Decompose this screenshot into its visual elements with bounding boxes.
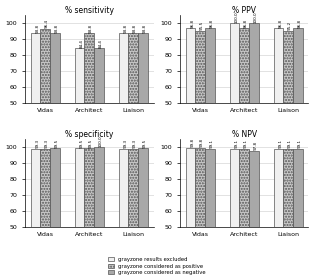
Text: 93.8: 93.8 [143,23,147,33]
Bar [205,149,214,279]
Bar [94,48,104,183]
Bar [293,149,303,279]
Bar [273,28,283,183]
Text: 99.5: 99.5 [79,138,84,148]
Text: 95.5: 95.5 [200,21,204,30]
Text: 96.8: 96.8 [210,19,214,28]
Bar [205,28,214,183]
Legend: grayzone results excluded, grayzone considered as positive, grayzone considered : grayzone results excluded, grayzone cons… [107,256,207,276]
Text: 99.1: 99.1 [210,139,214,148]
Text: 84.4: 84.4 [99,39,103,48]
Text: 93.8: 93.8 [89,23,93,33]
Bar [40,149,50,279]
Text: 99.1: 99.1 [279,139,282,148]
Text: 99.8: 99.8 [200,138,204,147]
Text: 93.8: 93.8 [35,23,40,33]
Bar [40,29,50,183]
Bar [230,149,239,279]
Bar [84,33,94,183]
Text: 96.4: 96.4 [45,20,49,28]
Text: 99.3: 99.3 [133,139,137,148]
Text: 99.5: 99.5 [143,138,147,148]
Bar [249,23,259,183]
Bar [283,149,293,279]
Text: 99.1: 99.1 [235,139,238,148]
Bar [283,31,293,183]
Bar [31,149,40,279]
Text: 99.3: 99.3 [45,139,49,148]
Bar [119,149,128,279]
Bar [273,149,283,279]
Bar [239,28,249,183]
Text: 100.0: 100.0 [254,11,258,23]
Text: 100.0: 100.0 [99,135,103,147]
Text: 99.1: 99.1 [298,139,302,148]
Text: 95.2: 95.2 [288,21,292,30]
Title: % NPV: % NPV [231,130,257,139]
Text: 99.3: 99.3 [35,139,40,148]
Bar [195,30,205,183]
Bar [75,148,84,279]
Title: % specificity: % specificity [65,130,113,139]
Bar [50,148,60,279]
Text: 99.3: 99.3 [123,139,127,148]
Bar [249,151,259,279]
Text: 99.5: 99.5 [55,138,59,148]
Bar [119,33,128,183]
Text: 96.8: 96.8 [190,19,194,28]
Text: 99.1: 99.1 [288,139,292,148]
Text: 96.8: 96.8 [244,19,248,28]
Text: 84.4: 84.4 [79,39,84,48]
Bar [84,148,94,279]
Bar [94,148,104,279]
Bar [138,148,148,279]
Text: 99.1: 99.1 [244,139,248,148]
Bar [50,33,60,183]
Text: 97.8: 97.8 [254,141,258,150]
Text: 99.5: 99.5 [89,138,93,148]
Text: 96.8: 96.8 [279,19,282,28]
Text: 99.8: 99.8 [190,138,194,147]
Text: 93.8: 93.8 [133,23,137,33]
Title: % PPV: % PPV [232,6,256,15]
Bar [128,149,138,279]
Bar [128,33,138,183]
Bar [75,48,84,183]
Bar [195,148,205,279]
Bar [31,33,40,183]
Title: % sensitivity: % sensitivity [65,6,114,15]
Text: 93.8: 93.8 [123,23,127,33]
Bar [239,149,249,279]
Bar [186,28,195,183]
Bar [138,33,148,183]
Text: 93.8: 93.8 [55,23,59,33]
Text: 100.0: 100.0 [235,11,238,23]
Text: 96.8: 96.8 [298,19,302,28]
Bar [230,23,239,183]
Bar [186,148,195,279]
Bar [293,28,303,183]
